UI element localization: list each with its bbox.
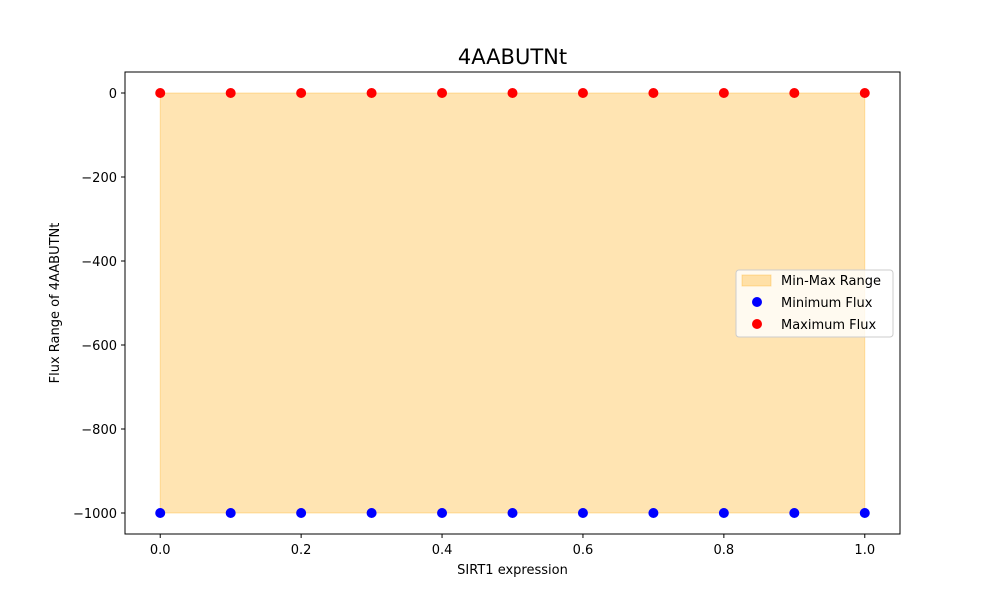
x-tick-label: 0.8 — [714, 543, 735, 558]
legend-label-minimum-flux: Minimum Flux — [781, 296, 873, 311]
point-maximum-flux — [718, 88, 729, 98]
point-maximum-flux — [366, 88, 377, 98]
point-minimum-flux — [225, 508, 236, 518]
y-tick-label: −1000 — [73, 507, 117, 522]
point-maximum-flux — [296, 88, 307, 98]
point-minimum-flux — [437, 508, 448, 518]
legend-swatch-min-max-range — [741, 274, 772, 287]
point-minimum-flux — [155, 508, 166, 518]
point-maximum-flux — [225, 88, 236, 98]
x-axis-label: SIRT1 expression — [457, 563, 568, 578]
point-minimum-flux — [366, 508, 377, 518]
y-axis: 0 −200 −400 −600 −800 −1000 — [73, 87, 125, 522]
legend-label-maximum-flux: Maximum Flux — [781, 318, 877, 333]
point-minimum-flux — [296, 508, 307, 518]
x-tick-label: 0.2 — [291, 543, 312, 558]
legend: Min-Max Range Minimum Flux Maximum Flux — [735, 269, 894, 338]
point-maximum-flux — [859, 88, 870, 98]
point-maximum-flux — [507, 88, 518, 98]
point-minimum-flux — [859, 508, 870, 518]
y-tick-label: −800 — [81, 423, 117, 438]
y-tick-label: −200 — [81, 171, 117, 186]
legend-label-min-max-range: Min-Max Range — [781, 274, 881, 289]
x-tick-label: 1.0 — [854, 543, 875, 558]
point-maximum-flux — [648, 88, 659, 98]
y-tick-label: −400 — [81, 255, 117, 270]
y-tick-label: −600 — [81, 339, 117, 354]
point-maximum-flux — [155, 88, 166, 98]
point-maximum-flux — [789, 88, 800, 98]
point-minimum-flux — [577, 508, 588, 518]
legend-frame — [735, 269, 894, 338]
y-axis-label: Flux Range of 4AABUTNt — [48, 223, 63, 384]
data-points-layer — [155, 88, 870, 518]
x-tick-label: 0.6 — [573, 543, 594, 558]
x-tick-label: 0.4 — [432, 543, 453, 558]
chart-title: 4AABUTNt — [458, 45, 567, 69]
y-tick-label: 0 — [109, 87, 117, 102]
x-axis: 0.0 0.2 0.4 0.6 0.8 1.0 — [150, 534, 875, 558]
point-maximum-flux — [577, 88, 588, 98]
point-minimum-flux — [789, 508, 800, 518]
point-maximum-flux — [437, 88, 448, 98]
legend-marker-maximum-flux — [752, 319, 762, 329]
point-minimum-flux — [507, 508, 518, 518]
legend-marker-minimum-flux — [752, 297, 762, 307]
point-minimum-flux — [718, 508, 729, 518]
point-minimum-flux — [648, 508, 659, 518]
x-tick-label: 0.0 — [150, 543, 171, 558]
plot-frame — [124, 71, 901, 535]
